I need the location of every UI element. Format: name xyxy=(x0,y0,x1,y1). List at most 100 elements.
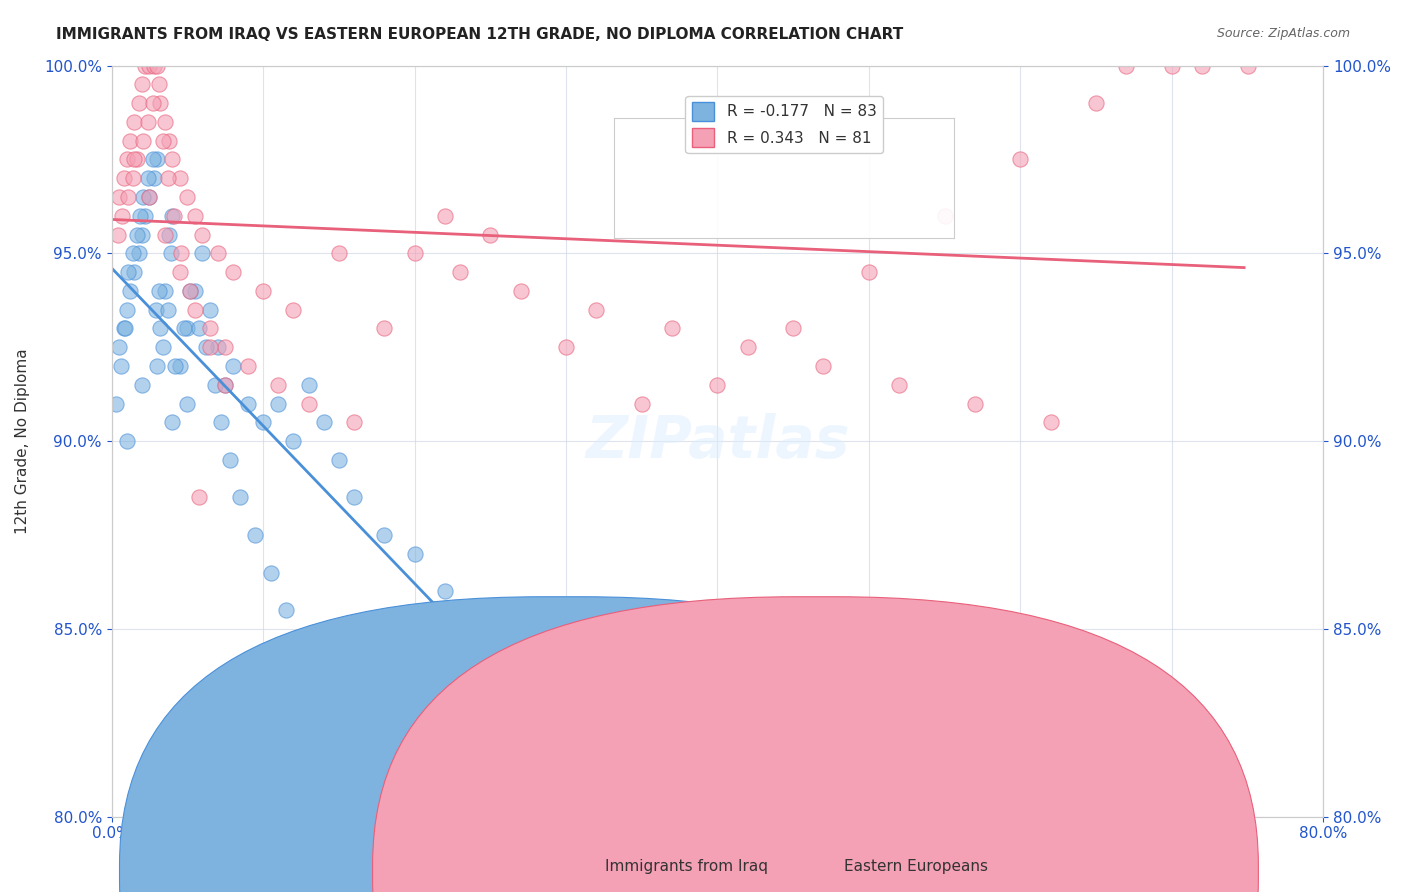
Point xyxy=(148,78,170,92)
Point xyxy=(176,321,198,335)
Point xyxy=(207,340,229,354)
Point xyxy=(138,190,160,204)
Point xyxy=(121,171,143,186)
Point xyxy=(1236,59,1258,73)
Point xyxy=(479,227,502,242)
Point xyxy=(312,415,335,429)
Point xyxy=(146,153,169,167)
Point xyxy=(153,115,176,129)
Point xyxy=(404,547,426,561)
Text: IMMIGRANTS FROM IRAQ VS EASTERN EUROPEAN 12TH GRADE, NO DIPLOMA CORRELATION CHAR: IMMIGRANTS FROM IRAQ VS EASTERN EUROPEAN… xyxy=(56,27,904,42)
Point xyxy=(115,434,138,449)
Point xyxy=(1085,96,1108,111)
Point xyxy=(117,265,139,279)
Point xyxy=(585,697,607,711)
Point xyxy=(163,209,186,223)
Point xyxy=(179,284,201,298)
Text: Eastern Europeans: Eastern Europeans xyxy=(844,859,987,874)
Point xyxy=(138,190,160,204)
Point xyxy=(229,491,252,505)
Y-axis label: 12th Grade, No Diploma: 12th Grade, No Diploma xyxy=(15,348,30,534)
Point xyxy=(274,603,297,617)
Point xyxy=(169,171,191,186)
Point xyxy=(132,190,155,204)
Point xyxy=(136,171,159,186)
Point xyxy=(114,321,136,335)
Point xyxy=(143,171,166,186)
Point xyxy=(110,359,132,373)
Point xyxy=(1191,59,1213,73)
Point xyxy=(153,227,176,242)
Point xyxy=(107,227,129,242)
Point xyxy=(509,284,531,298)
Point xyxy=(131,377,153,392)
Point xyxy=(1039,415,1062,429)
Point xyxy=(737,340,759,354)
Point xyxy=(153,284,176,298)
Point xyxy=(963,396,986,410)
Point xyxy=(198,302,221,317)
Point xyxy=(176,396,198,410)
Point xyxy=(128,96,150,111)
Point xyxy=(165,359,187,373)
Point xyxy=(173,321,195,335)
Point xyxy=(259,566,281,580)
Point xyxy=(252,284,274,298)
Point xyxy=(236,396,259,410)
Point xyxy=(156,302,179,317)
Point xyxy=(105,396,128,410)
Point xyxy=(117,190,139,204)
Point xyxy=(157,134,180,148)
Point xyxy=(149,321,172,335)
Point xyxy=(170,246,193,260)
Point xyxy=(1160,59,1182,73)
Point xyxy=(112,171,135,186)
Point xyxy=(889,377,911,392)
Point xyxy=(194,340,217,354)
Point xyxy=(479,603,502,617)
Point xyxy=(124,265,146,279)
Point xyxy=(214,377,236,392)
Point xyxy=(184,209,207,223)
Point xyxy=(188,491,211,505)
Point xyxy=(169,265,191,279)
Point xyxy=(131,78,153,92)
Point xyxy=(328,453,350,467)
Point xyxy=(108,340,131,354)
Point xyxy=(813,359,835,373)
Point xyxy=(179,284,201,298)
Point xyxy=(191,246,214,260)
Point xyxy=(782,321,804,335)
Point xyxy=(115,153,138,167)
Point xyxy=(630,659,652,673)
Point xyxy=(433,209,456,223)
Point xyxy=(222,265,245,279)
Point xyxy=(1115,59,1137,73)
Point xyxy=(236,359,259,373)
Point xyxy=(267,396,290,410)
Point xyxy=(169,359,191,373)
Point xyxy=(143,59,166,73)
Point xyxy=(124,115,146,129)
Point xyxy=(141,153,163,167)
Point xyxy=(343,491,366,505)
Point xyxy=(198,321,221,335)
Point xyxy=(152,134,174,148)
Point xyxy=(494,659,516,673)
Point xyxy=(335,753,357,767)
Point xyxy=(373,528,395,542)
Point xyxy=(630,396,652,410)
Point xyxy=(156,171,179,186)
Point xyxy=(118,134,141,148)
Point xyxy=(585,302,607,317)
Point xyxy=(134,209,156,223)
Point xyxy=(404,246,426,260)
Point xyxy=(321,715,343,730)
Point xyxy=(245,528,267,542)
Point xyxy=(209,415,232,429)
Point xyxy=(283,434,305,449)
Point xyxy=(555,640,578,655)
Point xyxy=(214,377,236,392)
Point xyxy=(184,284,207,298)
Point xyxy=(419,659,441,673)
